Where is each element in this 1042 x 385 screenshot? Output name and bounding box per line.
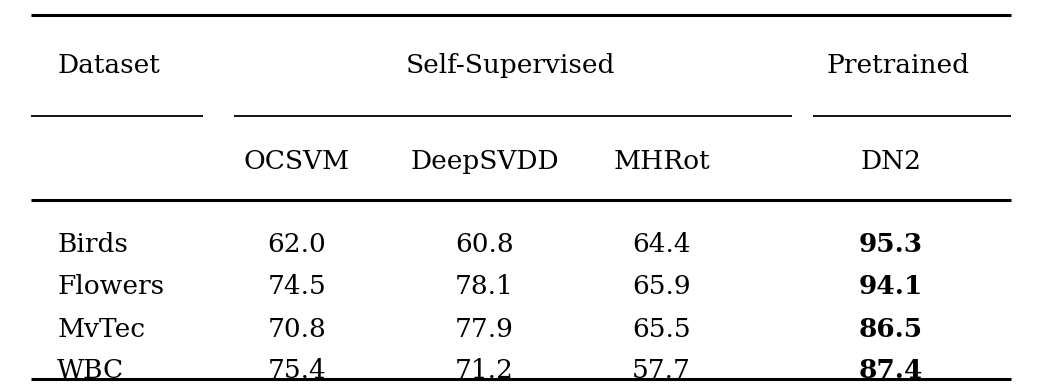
Text: Flowers: Flowers xyxy=(57,275,165,299)
Text: 57.7: 57.7 xyxy=(632,358,691,383)
Text: 65.5: 65.5 xyxy=(632,317,691,341)
Text: MvTec: MvTec xyxy=(57,317,146,341)
Text: 77.9: 77.9 xyxy=(455,317,514,341)
Text: 94.1: 94.1 xyxy=(859,275,923,299)
Text: 70.8: 70.8 xyxy=(268,317,326,341)
Text: Dataset: Dataset xyxy=(57,53,160,78)
Text: 75.4: 75.4 xyxy=(268,358,326,383)
Text: WBC: WBC xyxy=(57,358,124,383)
Text: Pretrained: Pretrained xyxy=(826,53,970,78)
Text: 87.4: 87.4 xyxy=(859,358,923,383)
Text: MHRot: MHRot xyxy=(614,149,710,174)
Text: 62.0: 62.0 xyxy=(268,232,326,257)
Text: OCSVM: OCSVM xyxy=(244,149,350,174)
Text: Birds: Birds xyxy=(57,232,128,257)
Text: 65.9: 65.9 xyxy=(632,275,691,299)
Text: 86.5: 86.5 xyxy=(859,317,923,341)
Text: 64.4: 64.4 xyxy=(632,232,691,257)
Text: 71.2: 71.2 xyxy=(455,358,514,383)
Text: 74.5: 74.5 xyxy=(268,275,326,299)
Text: DN2: DN2 xyxy=(861,149,921,174)
Text: 95.3: 95.3 xyxy=(859,232,923,257)
Text: Self-Supervised: Self-Supervised xyxy=(406,53,615,78)
Text: DeepSVDD: DeepSVDD xyxy=(411,149,559,174)
Text: 60.8: 60.8 xyxy=(455,232,514,257)
Text: 78.1: 78.1 xyxy=(455,275,514,299)
